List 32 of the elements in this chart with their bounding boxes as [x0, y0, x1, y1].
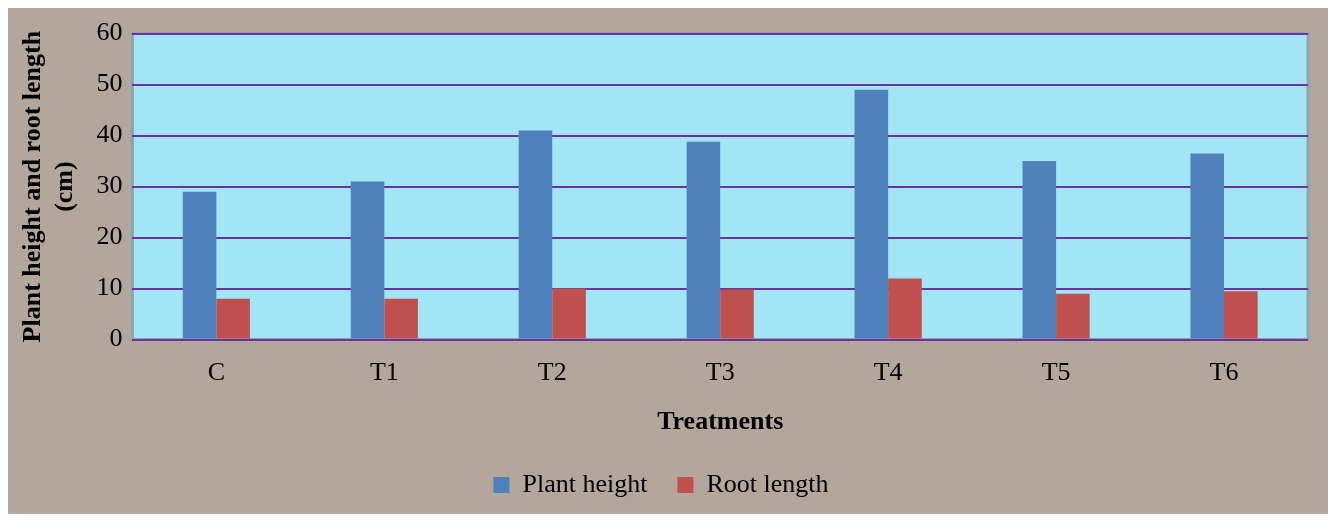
bar: [1056, 293, 1090, 339]
y-tick-label: 20: [96, 221, 123, 251]
x-tick-label: T4: [873, 357, 903, 387]
bar: [350, 181, 385, 339]
bar: [182, 191, 217, 339]
bar: [720, 289, 754, 339]
bar: [384, 298, 418, 339]
bar: [1022, 161, 1057, 339]
y-tick-label: 30: [96, 170, 123, 200]
x-tick-label: T1: [369, 357, 399, 387]
y-tick-label: 60: [96, 17, 123, 47]
x-tick-label: T6: [1209, 357, 1239, 387]
y-tick-label: 0: [109, 323, 123, 353]
x-tick-label: T5: [1041, 357, 1071, 387]
y-tick-label: 50: [96, 68, 123, 98]
x-axis-title: Treatments: [657, 406, 784, 436]
bar: [552, 288, 586, 339]
x-tick-label: T3: [705, 357, 735, 387]
y-axis-title: Plant height and root length (cm): [17, 30, 78, 343]
x-tick-label: T2: [537, 357, 567, 387]
bar: [1224, 291, 1258, 339]
y-tick-label: 10: [96, 272, 123, 302]
bar: [888, 278, 922, 339]
bar: [518, 130, 553, 339]
y-tick-label: 40: [96, 119, 123, 149]
legend-label: Root length: [706, 468, 829, 498]
bar: [216, 298, 250, 339]
bar: [686, 141, 721, 339]
legend-label: Plant height: [522, 468, 649, 498]
x-tick-label: C: [207, 357, 226, 387]
bar: [854, 89, 889, 339]
bar: [1190, 153, 1225, 339]
